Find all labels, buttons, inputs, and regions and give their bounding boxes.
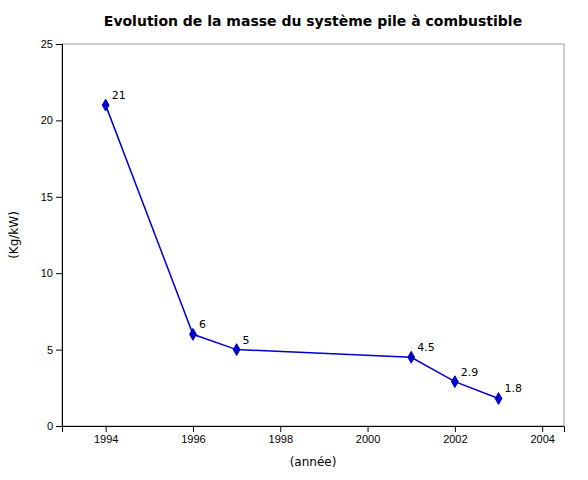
x-tick-label: 2004 bbox=[530, 433, 554, 445]
x-tick: 2000 bbox=[356, 426, 380, 445]
y-tick-mark bbox=[56, 350, 62, 351]
x-tick-mark bbox=[280, 426, 281, 432]
data-label: 2.9 bbox=[461, 366, 479, 379]
data-label: 1.8 bbox=[505, 382, 523, 395]
x-axis: 1994 1996 1998 2000 2002 2004 bbox=[63, 426, 565, 445]
x-tick: 2004 bbox=[530, 426, 554, 445]
x-tick: 1994 bbox=[94, 426, 118, 445]
point-marker bbox=[190, 328, 197, 340]
chart-svg: 1994 1996 1998 2000 2002 2004 0 5 10 15 20 25 21 6 5 4.… bbox=[0, 0, 588, 480]
data-label: 21 bbox=[112, 89, 126, 102]
x-tick-mark bbox=[106, 426, 107, 432]
y-tick-mark bbox=[56, 426, 62, 427]
y-tick-label: 0 bbox=[47, 420, 53, 432]
x-tick-label: 2002 bbox=[443, 433, 467, 445]
x-tick-mark bbox=[193, 426, 194, 432]
chart-title: Evolution de la masse du système pile à … bbox=[104, 13, 522, 29]
x-tick: 2002 bbox=[443, 426, 467, 445]
x-tick-mark bbox=[368, 426, 369, 432]
point-marker bbox=[495, 393, 502, 405]
point-marker bbox=[408, 351, 415, 363]
y-axis-title: (Kg/kW) bbox=[7, 211, 21, 259]
x-tick: 1996 bbox=[181, 426, 205, 445]
plot-frame bbox=[62, 44, 564, 426]
chart-container: 1994 1996 1998 2000 2002 2004 0 5 10 15 20 25 21 6 5 4.… bbox=[0, 0, 588, 480]
y-tick-mark bbox=[56, 44, 62, 45]
y-tick-label: 15 bbox=[41, 191, 53, 203]
point-marker bbox=[451, 376, 458, 388]
y-tick: 20 bbox=[41, 114, 62, 126]
y-tick: 0 bbox=[47, 420, 62, 432]
data-label: 6 bbox=[199, 318, 206, 331]
x-tick-mark bbox=[542, 426, 543, 432]
y-tick-mark bbox=[56, 197, 62, 198]
point-marker bbox=[233, 344, 240, 356]
series-line bbox=[106, 105, 499, 398]
y-tick: 5 bbox=[47, 344, 62, 356]
y-axis: 0 5 10 15 20 25 bbox=[41, 38, 63, 432]
x-tick-label: 1998 bbox=[269, 433, 293, 445]
y-tick-label: 20 bbox=[41, 114, 53, 126]
marks bbox=[102, 99, 502, 404]
y-tick: 15 bbox=[41, 191, 62, 203]
y-tick-mark bbox=[56, 273, 62, 274]
x-tick-label: 2000 bbox=[356, 433, 380, 445]
x-tick-label: 1994 bbox=[94, 433, 118, 445]
point-marker bbox=[102, 99, 109, 111]
y-tick: 25 bbox=[41, 38, 62, 50]
y-tick: 10 bbox=[41, 267, 62, 279]
y-tick-label: 10 bbox=[41, 267, 53, 279]
y-tick-label: 25 bbox=[41, 38, 53, 50]
x-tick-label: 1996 bbox=[181, 433, 205, 445]
data-label: 4.5 bbox=[417, 341, 435, 354]
y-axis-line bbox=[56, 45, 63, 427]
x-tick-mark bbox=[455, 426, 456, 432]
data-labels: 21 6 5 4.5 2.9 1.8 bbox=[112, 89, 522, 395]
y-tick-label: 5 bbox=[47, 344, 53, 356]
x-axis-title: (année) bbox=[290, 455, 337, 469]
x-axis-line bbox=[63, 427, 565, 433]
x-tick: 1998 bbox=[269, 426, 293, 445]
data-label: 5 bbox=[243, 334, 250, 347]
plot-area: 1994 1996 1998 2000 2002 2004 0 5 10 15 20 25 21 6 5 4.… bbox=[41, 38, 565, 445]
y-tick-mark bbox=[56, 120, 62, 121]
